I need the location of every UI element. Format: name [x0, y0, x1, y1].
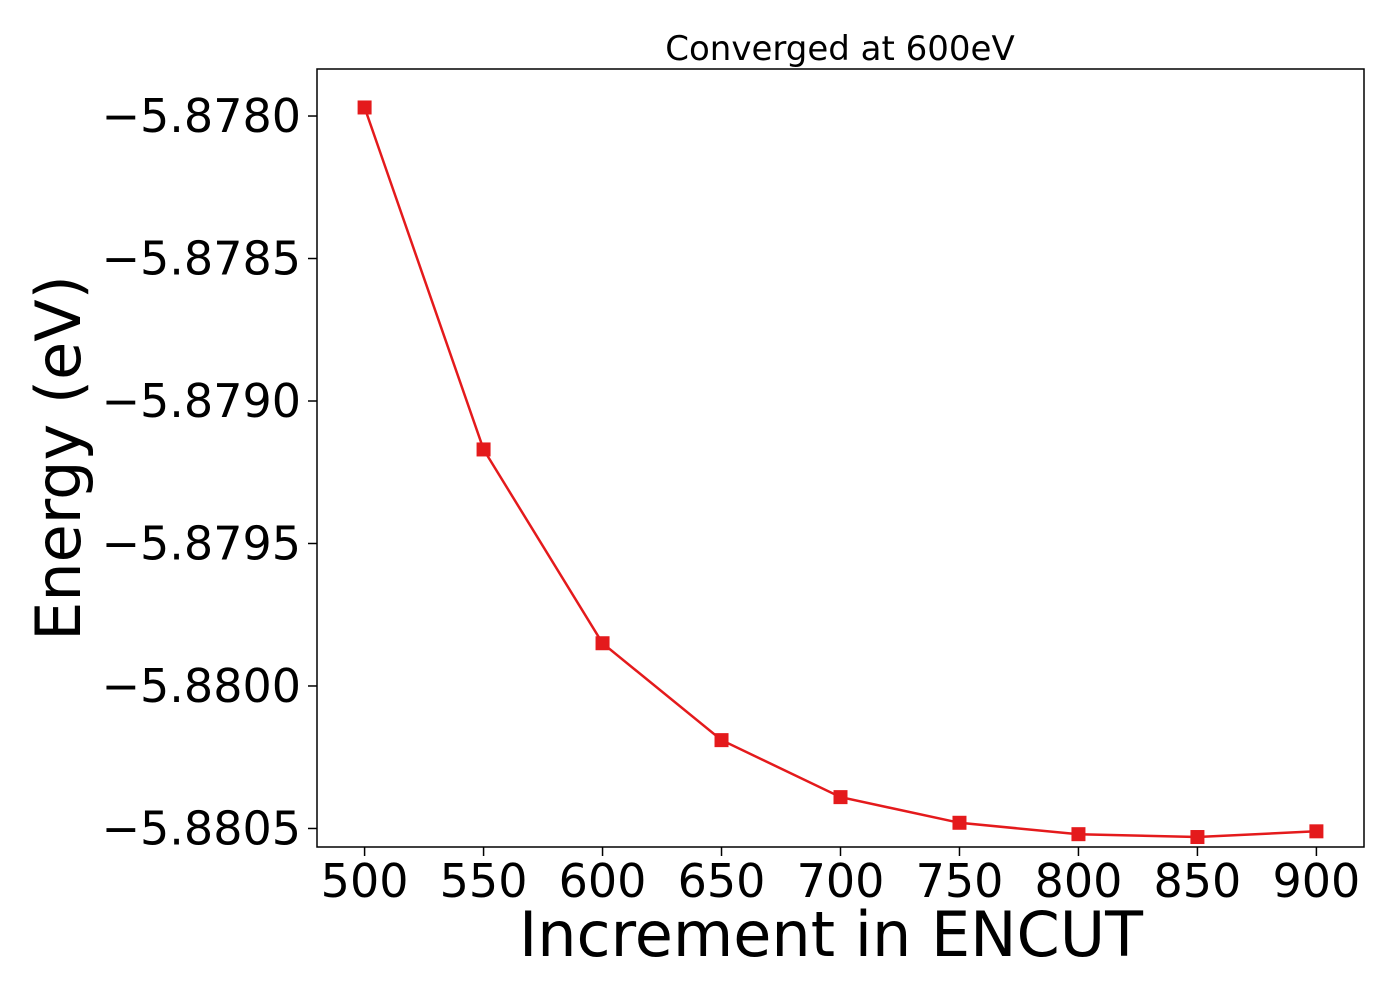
- x-tick-label: 550: [440, 854, 528, 908]
- y-tick-label: −5.8805: [102, 801, 302, 855]
- x-tick-label: 700: [797, 854, 885, 908]
- y-tick-label: −5.8800: [102, 659, 302, 713]
- y-tick-label: −5.8795: [102, 516, 302, 570]
- data-point-marker: [595, 636, 610, 651]
- y-axis-label: Energy (eV): [22, 275, 95, 641]
- y-axis-ticks: −5.8780 −5.8785 −5.8790 −5.8795 −5.8800 −5.88…: [102, 89, 317, 855]
- data-point-marker: [952, 815, 967, 830]
- chart-title: Converged at 600eV: [665, 29, 1014, 69]
- data-point-marker: [357, 100, 372, 115]
- x-axis-ticks: 500 550 600 650 700 750 800 850 900: [321, 847, 1361, 908]
- data-point-marker: [714, 733, 729, 748]
- x-tick-label: 900: [1273, 854, 1361, 908]
- series-line: [363, 107, 1317, 839]
- data-point-marker: [1190, 830, 1205, 845]
- x-tick-label: 600: [559, 854, 647, 908]
- y-tick-label: −5.8785: [102, 232, 302, 286]
- plot-frame: [316, 68, 1365, 848]
- x-axis-label: Increment in ENCUT: [519, 898, 1144, 971]
- data-point-marker: [476, 442, 491, 457]
- data-point-marker: [1071, 827, 1086, 842]
- x-tick-label: 800: [1035, 854, 1123, 908]
- data-point-marker: [833, 790, 848, 805]
- y-tick-label: −5.8790: [102, 374, 302, 428]
- x-tick-label: 650: [678, 854, 766, 908]
- data-point-marker: [1309, 824, 1324, 839]
- x-tick-label: 750: [916, 854, 1004, 908]
- x-tick-label: 500: [321, 854, 409, 908]
- y-tick-label: −5.8780: [102, 89, 302, 143]
- x-tick-label: 850: [1154, 854, 1242, 908]
- series-layer: [357, 100, 1324, 845]
